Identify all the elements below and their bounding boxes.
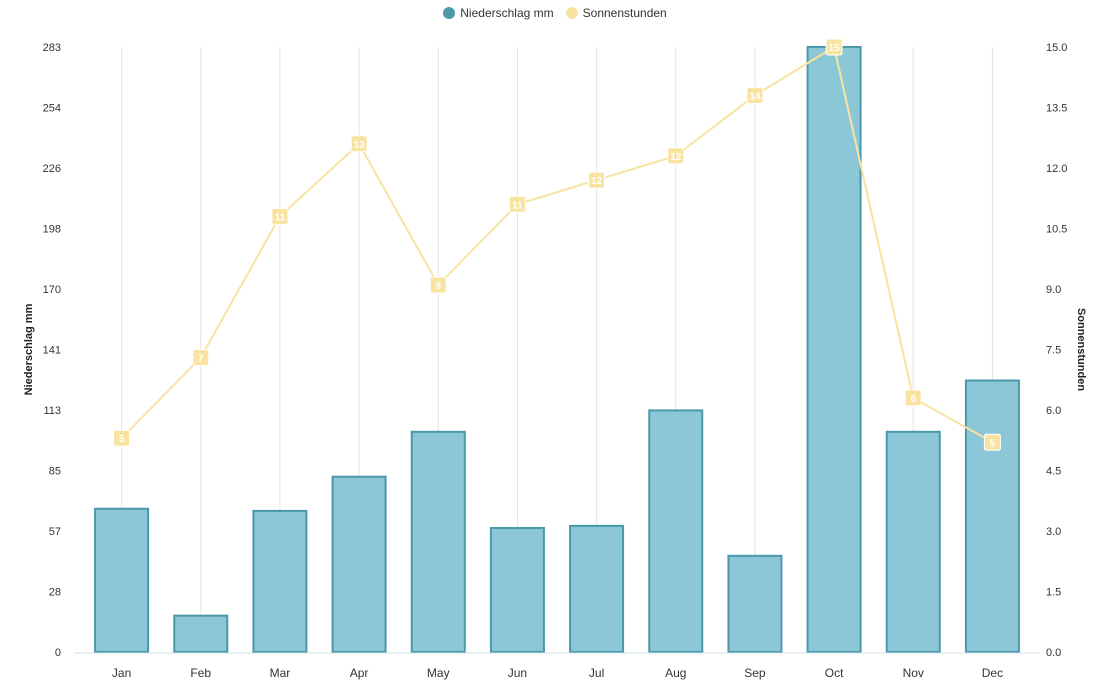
y-left-tick: 141 — [43, 345, 61, 357]
y-left-tick: 170 — [43, 284, 61, 296]
data-point-jan — [113, 429, 131, 447]
y-left-tick: 0 — [55, 647, 61, 659]
x-tick-mar: Mar — [270, 666, 291, 680]
x-tick-jul: Jul — [589, 666, 604, 680]
legend-item-niederschlag[interactable]: Niederschlag mm — [443, 6, 554, 20]
y-right-axis-title: Sonnenstunden — [1075, 308, 1087, 391]
data-point-oct — [825, 38, 843, 56]
data-point-mar — [271, 207, 289, 225]
sonnenstunden-line — [120, 45, 993, 444]
x-tick-apr: Apr — [350, 666, 369, 680]
bar-jun — [489, 527, 545, 654]
bar-dec — [964, 379, 1020, 653]
y-left-tick: 113 — [43, 405, 61, 417]
legend-swatch-niederschlag — [443, 7, 456, 19]
y-right-tick: 3.0 — [1046, 526, 1061, 538]
y-right-tick: 6.0 — [1046, 405, 1061, 417]
x-tick-nov: Nov — [903, 666, 924, 680]
legend-label-sonnenstunden: Sonnenstunden — [582, 6, 667, 20]
data-label-feb: 7 — [198, 354, 204, 365]
y-left-tick: 283 — [43, 42, 61, 54]
data-label-jun: 11 — [512, 200, 523, 211]
data-point-dec — [983, 433, 1001, 451]
legend-swatch-sonnenstunden — [565, 7, 578, 19]
bar-oct — [806, 46, 862, 653]
y-left-tick: 28 — [49, 587, 61, 599]
bar-apr — [331, 475, 387, 653]
data-label-aug: 12 — [670, 152, 682, 163]
x-tick-jan: Jan — [112, 666, 131, 680]
data-label-apr: 13 — [354, 140, 366, 151]
data-point-feb — [192, 349, 210, 367]
legend-label-niederschlag: Niederschlag mm — [460, 6, 554, 20]
y-right-tick: 13.5 — [1046, 103, 1067, 115]
bar-feb — [173, 614, 229, 653]
chart-legend: Niederschlag mm Sonnenstunden — [0, 5, 1110, 21]
x-tick-dec: Dec — [982, 666, 1003, 680]
bar-mar — [252, 509, 308, 654]
y-right-tick: 9.0 — [1046, 284, 1061, 296]
y-left-tick: 254 — [43, 103, 61, 115]
x-tick-jun: Jun — [508, 666, 527, 680]
data-point-may — [429, 276, 447, 294]
data-point-jul — [588, 171, 606, 189]
data-label-jan: 5 — [119, 434, 125, 445]
y-right-tick: 12.0 — [1046, 163, 1067, 175]
y-right-tick: 1.5 — [1046, 587, 1061, 599]
legend-item-sonnenstunden[interactable]: Sonnenstunden — [565, 6, 667, 20]
y-left-tick: 198 — [43, 224, 61, 236]
y-right-tick: 15.0 — [1046, 42, 1067, 54]
data-label-may: 9 — [435, 281, 441, 292]
data-point-jun — [508, 195, 526, 213]
y-left-axis-title: Niederschlag mm — [23, 303, 35, 395]
bar-nov — [885, 430, 941, 654]
bar-sep — [727, 554, 783, 653]
data-point-nov — [904, 389, 922, 407]
data-label-mar: 11 — [275, 212, 286, 223]
data-point-sep — [746, 86, 764, 104]
y-right-tick: 0.0 — [1046, 647, 1061, 659]
data-point-apr — [350, 135, 368, 153]
y-left-tick: 85 — [49, 466, 61, 478]
data-point-aug — [667, 147, 685, 165]
data-label-dec: 5 — [990, 438, 996, 449]
x-tick-may: May — [427, 666, 450, 680]
x-tick-aug: Aug — [665, 666, 686, 680]
bar-aug — [648, 409, 704, 653]
x-tick-oct: Oct — [825, 666, 844, 680]
data-label-oct: 15 — [829, 43, 841, 54]
bar-may — [410, 430, 466, 654]
x-tick-sep: Sep — [744, 666, 766, 680]
x-tick-feb: Feb — [190, 666, 211, 680]
y-right-tick: 10.5 — [1046, 224, 1067, 236]
data-label-jul: 12 — [591, 176, 603, 187]
y-right-tick: 7.5 — [1046, 345, 1061, 357]
y-left-tick: 57 — [49, 526, 61, 538]
y-left-tick: 226 — [43, 163, 61, 175]
bar-jan — [94, 507, 150, 653]
data-label-sep: 14 — [749, 91, 761, 102]
data-label-nov: 6 — [910, 394, 916, 405]
bar-jul — [569, 524, 625, 654]
y-right-tick: 4.5 — [1046, 466, 1061, 478]
